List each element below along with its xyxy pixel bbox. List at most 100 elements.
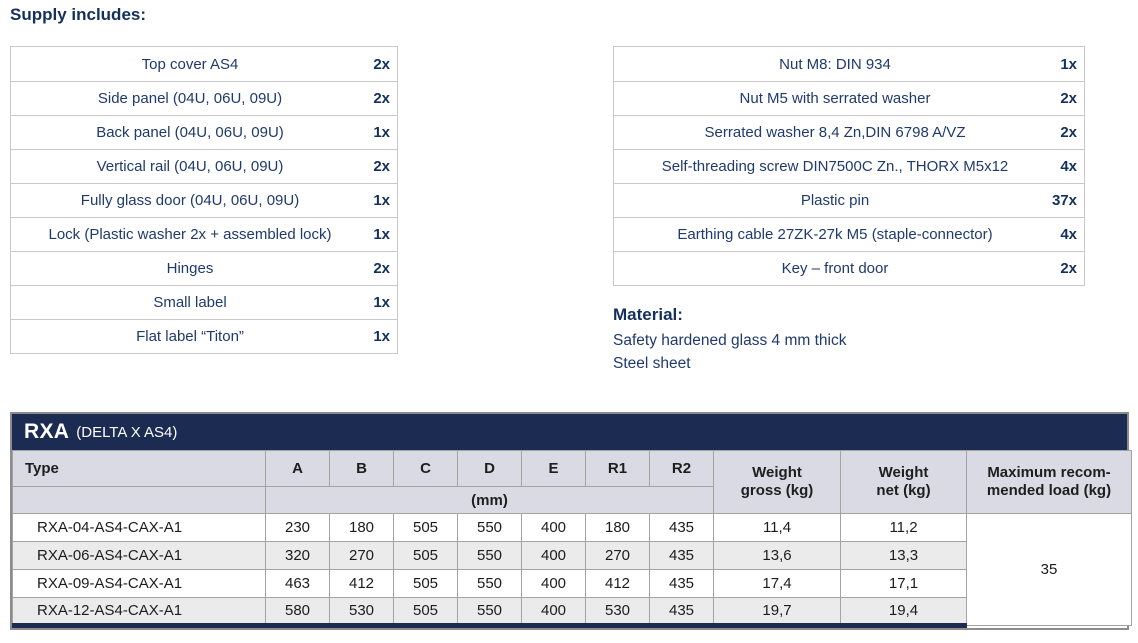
cell-weight-gross: 13,6 — [713, 541, 841, 570]
material-line: Safety hardened glass 4 mm thick — [613, 332, 847, 349]
supply-item-label: Nut M5 with serrated washer — [739, 90, 931, 107]
cell-weight-net: 11,2 — [840, 513, 967, 542]
col-header-weight-net: Weight net (kg) — [840, 450, 967, 514]
cell-d: 550 — [457, 597, 522, 628]
cell-weight-gross: 19,7 — [713, 597, 841, 628]
supply-item-label: Plastic pin — [800, 192, 870, 209]
col-header-b: B — [329, 450, 394, 487]
cell-weight-net: 17,1 — [840, 569, 967, 598]
cell-r1: 530 — [585, 597, 650, 628]
supply-item-qty: 1x — [373, 124, 390, 141]
supply-item-label: Side panel (04U, 06U, 09U) — [97, 90, 283, 107]
cell-r1: 270 — [585, 541, 650, 570]
cell-a: 320 — [265, 541, 330, 570]
supply-row: Nut M5 with serrated washer 2x — [614, 81, 1084, 115]
supply-item-qty: 1x — [373, 192, 390, 209]
col-header-max-load: Maximum recom- mended load (kg) — [966, 450, 1132, 514]
cell-r1: 180 — [585, 513, 650, 542]
supply-item-label: Earthing cable 27ZK-27k M5 (staple-conne… — [677, 226, 993, 243]
cell-b: 180 — [329, 513, 394, 542]
cell-r2: 435 — [649, 513, 714, 542]
spec-title-bar: RXA (DELTA X AS4) — [12, 414, 1127, 450]
supply-row: Key – front door 2x — [614, 251, 1084, 285]
supply-item-label: Fully glass door (04U, 06U, 09U) — [80, 192, 300, 209]
supply-table-left: Top cover AS4 2x Side panel (04U, 06U, 0… — [10, 46, 398, 354]
supply-item-qty: 1x — [373, 328, 390, 345]
spec-header-row: Type A B C D E R1 R2 Weight gross (kg) W… — [12, 450, 1132, 514]
cell-a: 580 — [265, 597, 330, 628]
cell-weight-gross: 17,4 — [713, 569, 841, 598]
spec-series-title: RXA — [24, 420, 70, 443]
material-line: Steel sheet — [613, 355, 691, 372]
supply-item-label: Hinges — [166, 260, 214, 277]
cell-c: 505 — [393, 541, 458, 570]
cell-c: 505 — [393, 513, 458, 542]
supply-item-qty: 2x — [1060, 90, 1077, 107]
spec-table: RXA (DELTA X AS4) Type A B C D E R1 R2 — [10, 412, 1132, 630]
cell-type: RXA-12-AS4-CAX-A1 — [12, 597, 266, 628]
supply-item-label: Small label — [153, 294, 227, 311]
supply-item-qty: 1x — [1060, 55, 1077, 73]
cell-b: 270 — [329, 541, 394, 570]
units-label-mm: (mm) — [265, 486, 714, 514]
cell-e: 400 — [521, 597, 586, 628]
supply-item-qty: 2x — [1060, 124, 1077, 141]
supply-row: Nut M8: DIN 934 1x — [614, 47, 1084, 81]
col-header-d: D — [457, 450, 522, 487]
supply-item-label: Nut M8: DIN 934 — [779, 55, 891, 73]
supply-item-label: Back panel (04U, 06U, 09U) — [96, 124, 284, 141]
col-header-r2: R2 — [649, 450, 714, 487]
col-header-r1: R1 — [585, 450, 650, 487]
supply-row: Lock (Plastic washer 2x + assembled lock… — [11, 217, 397, 251]
spec-data-row: RXA-09-AS4-CAX-A1 463 412 505 550 400 41… — [12, 569, 1132, 598]
cell-weight-net: 19,4 — [840, 597, 967, 628]
cell-d: 550 — [457, 569, 522, 598]
supply-item-qty: 1x — [373, 226, 390, 243]
supply-item-label: Key – front door — [781, 260, 889, 277]
supply-item-label: Vertical rail (04U, 06U, 09U) — [96, 158, 284, 175]
supply-item-label: Flat label “Titon” — [136, 328, 244, 345]
supply-row: Self-threading screw DIN7500C Zn., THORX… — [614, 149, 1084, 183]
cell-b: 412 — [329, 569, 394, 598]
supply-item-qty: 2x — [373, 55, 390, 73]
supply-row: Back panel (04U, 06U, 09U) 1x — [11, 115, 397, 149]
supply-item-qty: 1x — [373, 294, 390, 311]
material-heading: Material: — [613, 305, 683, 324]
supply-item-qty: 4x — [1060, 158, 1077, 175]
supply-item-qty: 4x — [1060, 226, 1077, 243]
col-header-c: C — [393, 450, 458, 487]
supply-item-qty: 2x — [373, 90, 390, 107]
cell-r2: 435 — [649, 541, 714, 570]
cell-r2: 435 — [649, 569, 714, 598]
cell-c: 505 — [393, 569, 458, 598]
supply-item-label: Lock (Plastic washer 2x + assembled lock… — [48, 226, 332, 243]
cell-c: 505 — [393, 597, 458, 628]
spec-data-row: RXA-04-AS4-CAX-A1 230 180 505 550 400 18… — [12, 513, 1132, 626]
supply-table-right: Nut M8: DIN 934 1x Nut M5 with serrated … — [613, 46, 1085, 286]
supply-row: Plastic pin 37x — [614, 183, 1084, 217]
supply-item-qty: 2x — [373, 260, 390, 277]
supply-row: Flat label “Titon” 1x — [11, 319, 397, 353]
cell-type: RXA-06-AS4-CAX-A1 — [12, 541, 266, 570]
cell-max-load: 35 — [966, 513, 1132, 626]
col-header-e: E — [521, 450, 586, 487]
supply-row: Fully glass door (04U, 06U, 09U) 1x — [11, 183, 397, 217]
cell-e: 400 — [521, 569, 586, 598]
supply-row: Vertical rail (04U, 06U, 09U) 2x — [11, 149, 397, 183]
cell-d: 550 — [457, 513, 522, 542]
cell-d: 550 — [457, 541, 522, 570]
cell-a: 463 — [265, 569, 330, 598]
spec-data-row: RXA-12-AS4-CAX-A1 580 530 505 550 400 53… — [12, 597, 1132, 628]
cell-e: 400 — [521, 541, 586, 570]
cell-b: 530 — [329, 597, 394, 628]
supply-item-label: Serrated washer 8,4 Zn,DIN 6798 A/VZ — [704, 124, 966, 141]
cell-a: 230 — [265, 513, 330, 542]
supply-row: Serrated washer 8,4 Zn,DIN 6798 A/VZ 2x — [614, 115, 1084, 149]
cell-type: RXA-04-AS4-CAX-A1 — [12, 513, 266, 542]
cell-r2: 435 — [649, 597, 714, 628]
col-header-a: A — [265, 450, 330, 487]
cell-type: RXA-09-AS4-CAX-A1 — [12, 569, 266, 598]
supply-item-qty: 2x — [1060, 260, 1077, 277]
cell-r1: 412 — [585, 569, 650, 598]
